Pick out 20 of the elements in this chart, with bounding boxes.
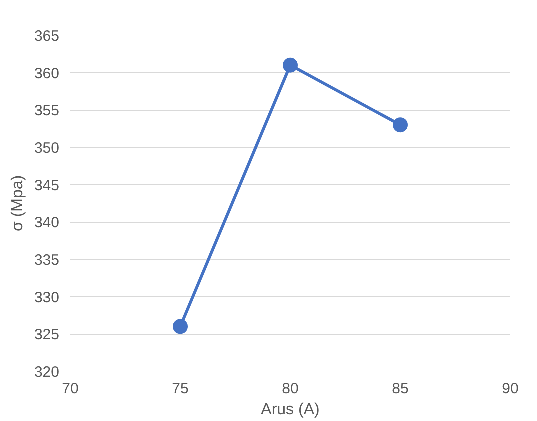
x-tick-label: 90 <box>502 380 519 398</box>
y-tick-label: 355 <box>34 102 60 120</box>
x-tick-label: 70 <box>62 380 79 398</box>
x-tick-label: 75 <box>172 380 189 398</box>
y-tick-label: 350 <box>34 140 60 157</box>
y-tick-label: 365 <box>34 28 60 45</box>
x-tick-label: 85 <box>392 380 409 398</box>
x-axis-title: Arus (A) <box>261 402 320 418</box>
y-tick-label: 320 <box>34 364 60 381</box>
y-tick-label: 345 <box>34 177 60 194</box>
point <box>283 58 298 73</box>
y-axis-title: σ (Mpa) <box>9 175 26 232</box>
x-tick-label: 80 <box>282 380 299 398</box>
y-tick-label: 340 <box>34 214 60 232</box>
point <box>393 118 408 133</box>
y-tick-label: 330 <box>34 289 60 306</box>
y-tick-label: 325 <box>34 326 60 344</box>
y-tick-label: 360 <box>34 65 60 82</box>
point <box>173 319 188 334</box>
y-tick-label: 335 <box>34 252 60 269</box>
